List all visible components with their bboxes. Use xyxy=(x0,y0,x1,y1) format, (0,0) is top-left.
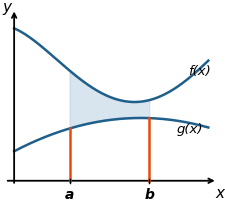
Text: g(x): g(x) xyxy=(177,123,203,136)
Text: a: a xyxy=(65,187,74,201)
Text: b: b xyxy=(144,187,154,201)
Text: x: x xyxy=(215,185,224,200)
Text: y: y xyxy=(2,0,11,15)
Text: f(x): f(x) xyxy=(188,65,211,78)
